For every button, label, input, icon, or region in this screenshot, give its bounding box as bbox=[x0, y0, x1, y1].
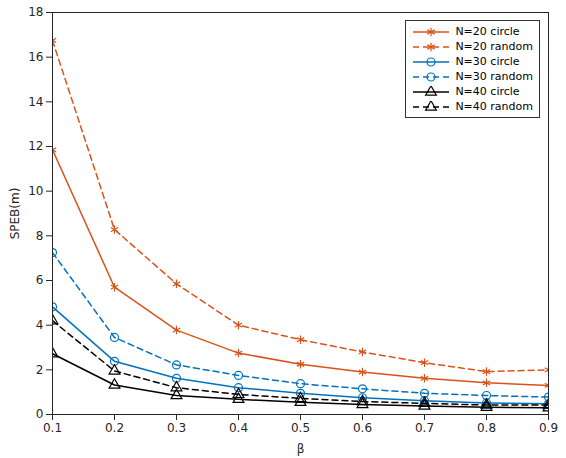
svg-text:14: 14 bbox=[28, 95, 43, 109]
svg-text:0.5: 0.5 bbox=[291, 421, 310, 435]
svg-text:4: 4 bbox=[36, 318, 44, 332]
svg-text:18: 18 bbox=[28, 5, 43, 19]
svg-text:6: 6 bbox=[36, 273, 44, 287]
svg-text:0.2: 0.2 bbox=[105, 421, 124, 435]
html-text:N=30 random: N=30 random bbox=[455, 70, 533, 83]
svg-text:0.8: 0.8 bbox=[477, 421, 496, 435]
svg-text:SPEB(m): SPEB(m) bbox=[8, 188, 22, 240]
svg-text:0.1: 0.1 bbox=[43, 421, 62, 435]
svg-text:0.7: 0.7 bbox=[415, 421, 434, 435]
svg-text:10: 10 bbox=[28, 184, 43, 198]
svg-text:0: 0 bbox=[36, 407, 44, 421]
svg-text:0.9: 0.9 bbox=[539, 421, 558, 435]
html-text:N=30 circle: N=30 circle bbox=[455, 55, 520, 68]
svg-text:0.4: 0.4 bbox=[229, 421, 248, 435]
html-text:N=40 circle: N=40 circle bbox=[455, 85, 520, 98]
html-text:N=20 circle: N=20 circle bbox=[455, 25, 520, 38]
svg-text:2: 2 bbox=[36, 363, 44, 377]
svg-text:β: β bbox=[297, 442, 305, 456]
svg-text:16: 16 bbox=[28, 50, 43, 64]
html-text:N=40 random: N=40 random bbox=[455, 100, 533, 113]
svg-text:12: 12 bbox=[28, 139, 43, 153]
svg-text:0.6: 0.6 bbox=[353, 421, 372, 435]
html-text:N=20 random: N=20 random bbox=[455, 40, 533, 53]
svg-text:8: 8 bbox=[36, 229, 44, 243]
svg-text:0.3: 0.3 bbox=[167, 421, 186, 435]
